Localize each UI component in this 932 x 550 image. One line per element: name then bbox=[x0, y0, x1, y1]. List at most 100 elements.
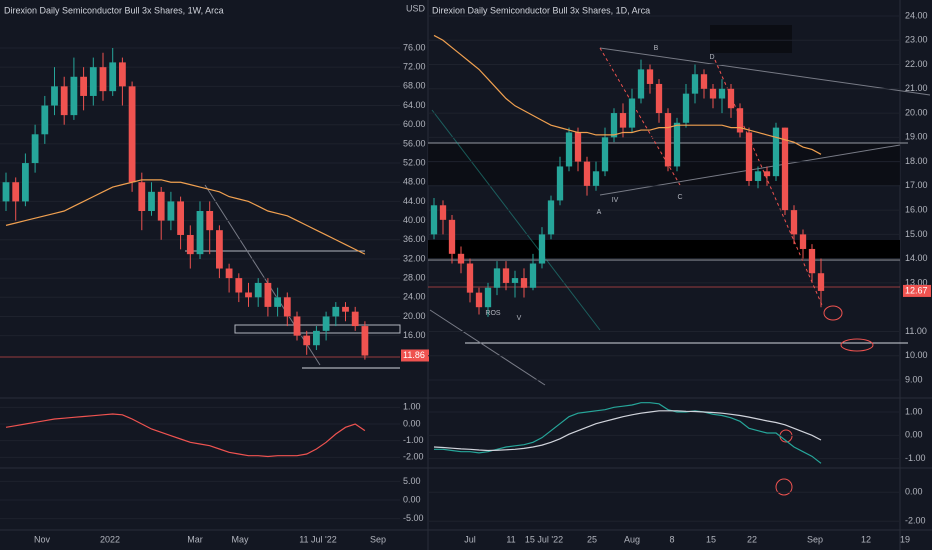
candle-body bbox=[664, 113, 672, 167]
x-tick-label: 19 bbox=[900, 534, 910, 544]
x-tick-label: Aug bbox=[624, 534, 640, 544]
y-tick-label: 16.00 bbox=[403, 330, 426, 340]
y-tick-label: 15.00 bbox=[905, 229, 928, 239]
y-tick-label: 22.00 bbox=[905, 59, 928, 69]
candle-body bbox=[361, 326, 369, 356]
highlight-circle bbox=[775, 478, 793, 496]
y-tick-label: 0.00 bbox=[403, 418, 421, 428]
y-tick-label: 11.00 bbox=[905, 326, 927, 336]
y-tick-label: 36.00 bbox=[403, 234, 426, 244]
y-tick-label: 0.00 bbox=[403, 494, 421, 504]
candle-body bbox=[601, 137, 609, 172]
y-tick-label: 13.00 bbox=[905, 277, 928, 287]
candle-body bbox=[148, 191, 155, 211]
candle-body bbox=[157, 191, 165, 221]
y-tick-label: 17.00 bbox=[905, 180, 928, 190]
candle-body bbox=[520, 278, 528, 288]
annotation: V bbox=[517, 315, 522, 322]
moving-average bbox=[433, 34, 822, 155]
candle-body bbox=[781, 127, 789, 211]
candle-body bbox=[80, 76, 87, 96]
y-tick-label: 1.00 bbox=[403, 402, 421, 412]
candle-body bbox=[322, 316, 330, 331]
candle-body bbox=[772, 127, 780, 177]
annotation: D bbox=[709, 54, 714, 61]
last-price-tag bbox=[401, 349, 429, 362]
candle-body bbox=[119, 62, 126, 87]
trend-line bbox=[431, 109, 601, 331]
candle-body bbox=[511, 278, 519, 283]
candle-body bbox=[177, 201, 184, 235]
y-tick-label: 20.00 bbox=[403, 311, 426, 321]
candle-body bbox=[457, 253, 465, 264]
candle-body bbox=[216, 230, 223, 269]
candle-body bbox=[484, 287, 492, 308]
candle-body bbox=[808, 248, 816, 274]
x-tick-label: 8 bbox=[669, 534, 674, 544]
y-tick-label: 9.00 bbox=[905, 374, 923, 384]
candle-body bbox=[700, 74, 708, 89]
candle-body bbox=[790, 210, 798, 235]
candle-body bbox=[70, 76, 78, 116]
x-tick-label: Sep bbox=[807, 534, 823, 544]
candle-body bbox=[475, 292, 483, 308]
candle-body bbox=[529, 263, 537, 288]
y-tick-label: 0.00 bbox=[905, 487, 923, 497]
candle-body bbox=[556, 166, 564, 201]
last-price-label: 11.86 bbox=[403, 350, 425, 360]
candle-body bbox=[22, 163, 29, 202]
candle-body bbox=[583, 161, 591, 186]
x-tick-label: 12 bbox=[861, 534, 871, 544]
candle-body bbox=[736, 108, 744, 133]
candle-body bbox=[303, 335, 311, 346]
candle-body bbox=[206, 211, 214, 231]
candle-body bbox=[283, 297, 291, 317]
candle-body bbox=[351, 311, 359, 327]
candle-body bbox=[41, 105, 49, 135]
chart-title: Direxion Daily Semiconductor Bull 3x Sha… bbox=[4, 5, 224, 15]
candle-body bbox=[196, 211, 204, 255]
candle-body bbox=[254, 282, 262, 298]
x-tick-label: Jul bbox=[464, 534, 476, 544]
zone bbox=[428, 143, 900, 185]
indicator-line bbox=[5, 413, 366, 458]
y-tick-label: 5.00 bbox=[403, 476, 421, 486]
y-tick-label: 56.00 bbox=[403, 138, 426, 148]
candle-body bbox=[547, 200, 555, 235]
candle-body bbox=[646, 69, 654, 84]
candle-body bbox=[439, 205, 447, 220]
y-tick-label: 64.00 bbox=[403, 100, 426, 110]
y-tick-label: 28.00 bbox=[403, 272, 426, 282]
candle-body bbox=[592, 171, 600, 186]
candle-body bbox=[12, 182, 20, 202]
candle-body bbox=[727, 88, 735, 109]
annotation: C bbox=[677, 194, 682, 201]
y-tick-label: 68.00 bbox=[403, 81, 426, 91]
x-tick-label: 25 bbox=[587, 534, 597, 544]
candle-body bbox=[718, 88, 726, 99]
candle-body bbox=[682, 93, 690, 123]
candle-body bbox=[51, 86, 58, 106]
candle-body bbox=[538, 234, 546, 264]
chart-title: Direxion Daily Semiconductor Bull 3x Sha… bbox=[432, 5, 650, 15]
y-tick-label: 0.00 bbox=[905, 430, 923, 440]
zone bbox=[710, 25, 792, 53]
y-tick-label: 24.00 bbox=[905, 10, 928, 20]
y-tick-label: 20.00 bbox=[905, 107, 928, 117]
x-tick-label: 22 bbox=[747, 534, 757, 544]
y-tick-label: 44.00 bbox=[403, 196, 426, 206]
y-tick-label: 60.00 bbox=[403, 119, 426, 129]
trend-line bbox=[599, 47, 931, 96]
trend-line bbox=[429, 309, 546, 386]
y-tick-label: -5.00 bbox=[403, 513, 424, 523]
candle-body bbox=[637, 69, 645, 99]
candle-body bbox=[293, 316, 301, 336]
candle-body bbox=[225, 268, 233, 279]
indicator-line bbox=[433, 410, 822, 452]
candle-body bbox=[799, 234, 807, 249]
candle-body bbox=[186, 234, 194, 255]
highlight-circle bbox=[840, 338, 874, 352]
candle-body bbox=[245, 292, 252, 298]
x-tick-label: Mar bbox=[187, 534, 203, 544]
